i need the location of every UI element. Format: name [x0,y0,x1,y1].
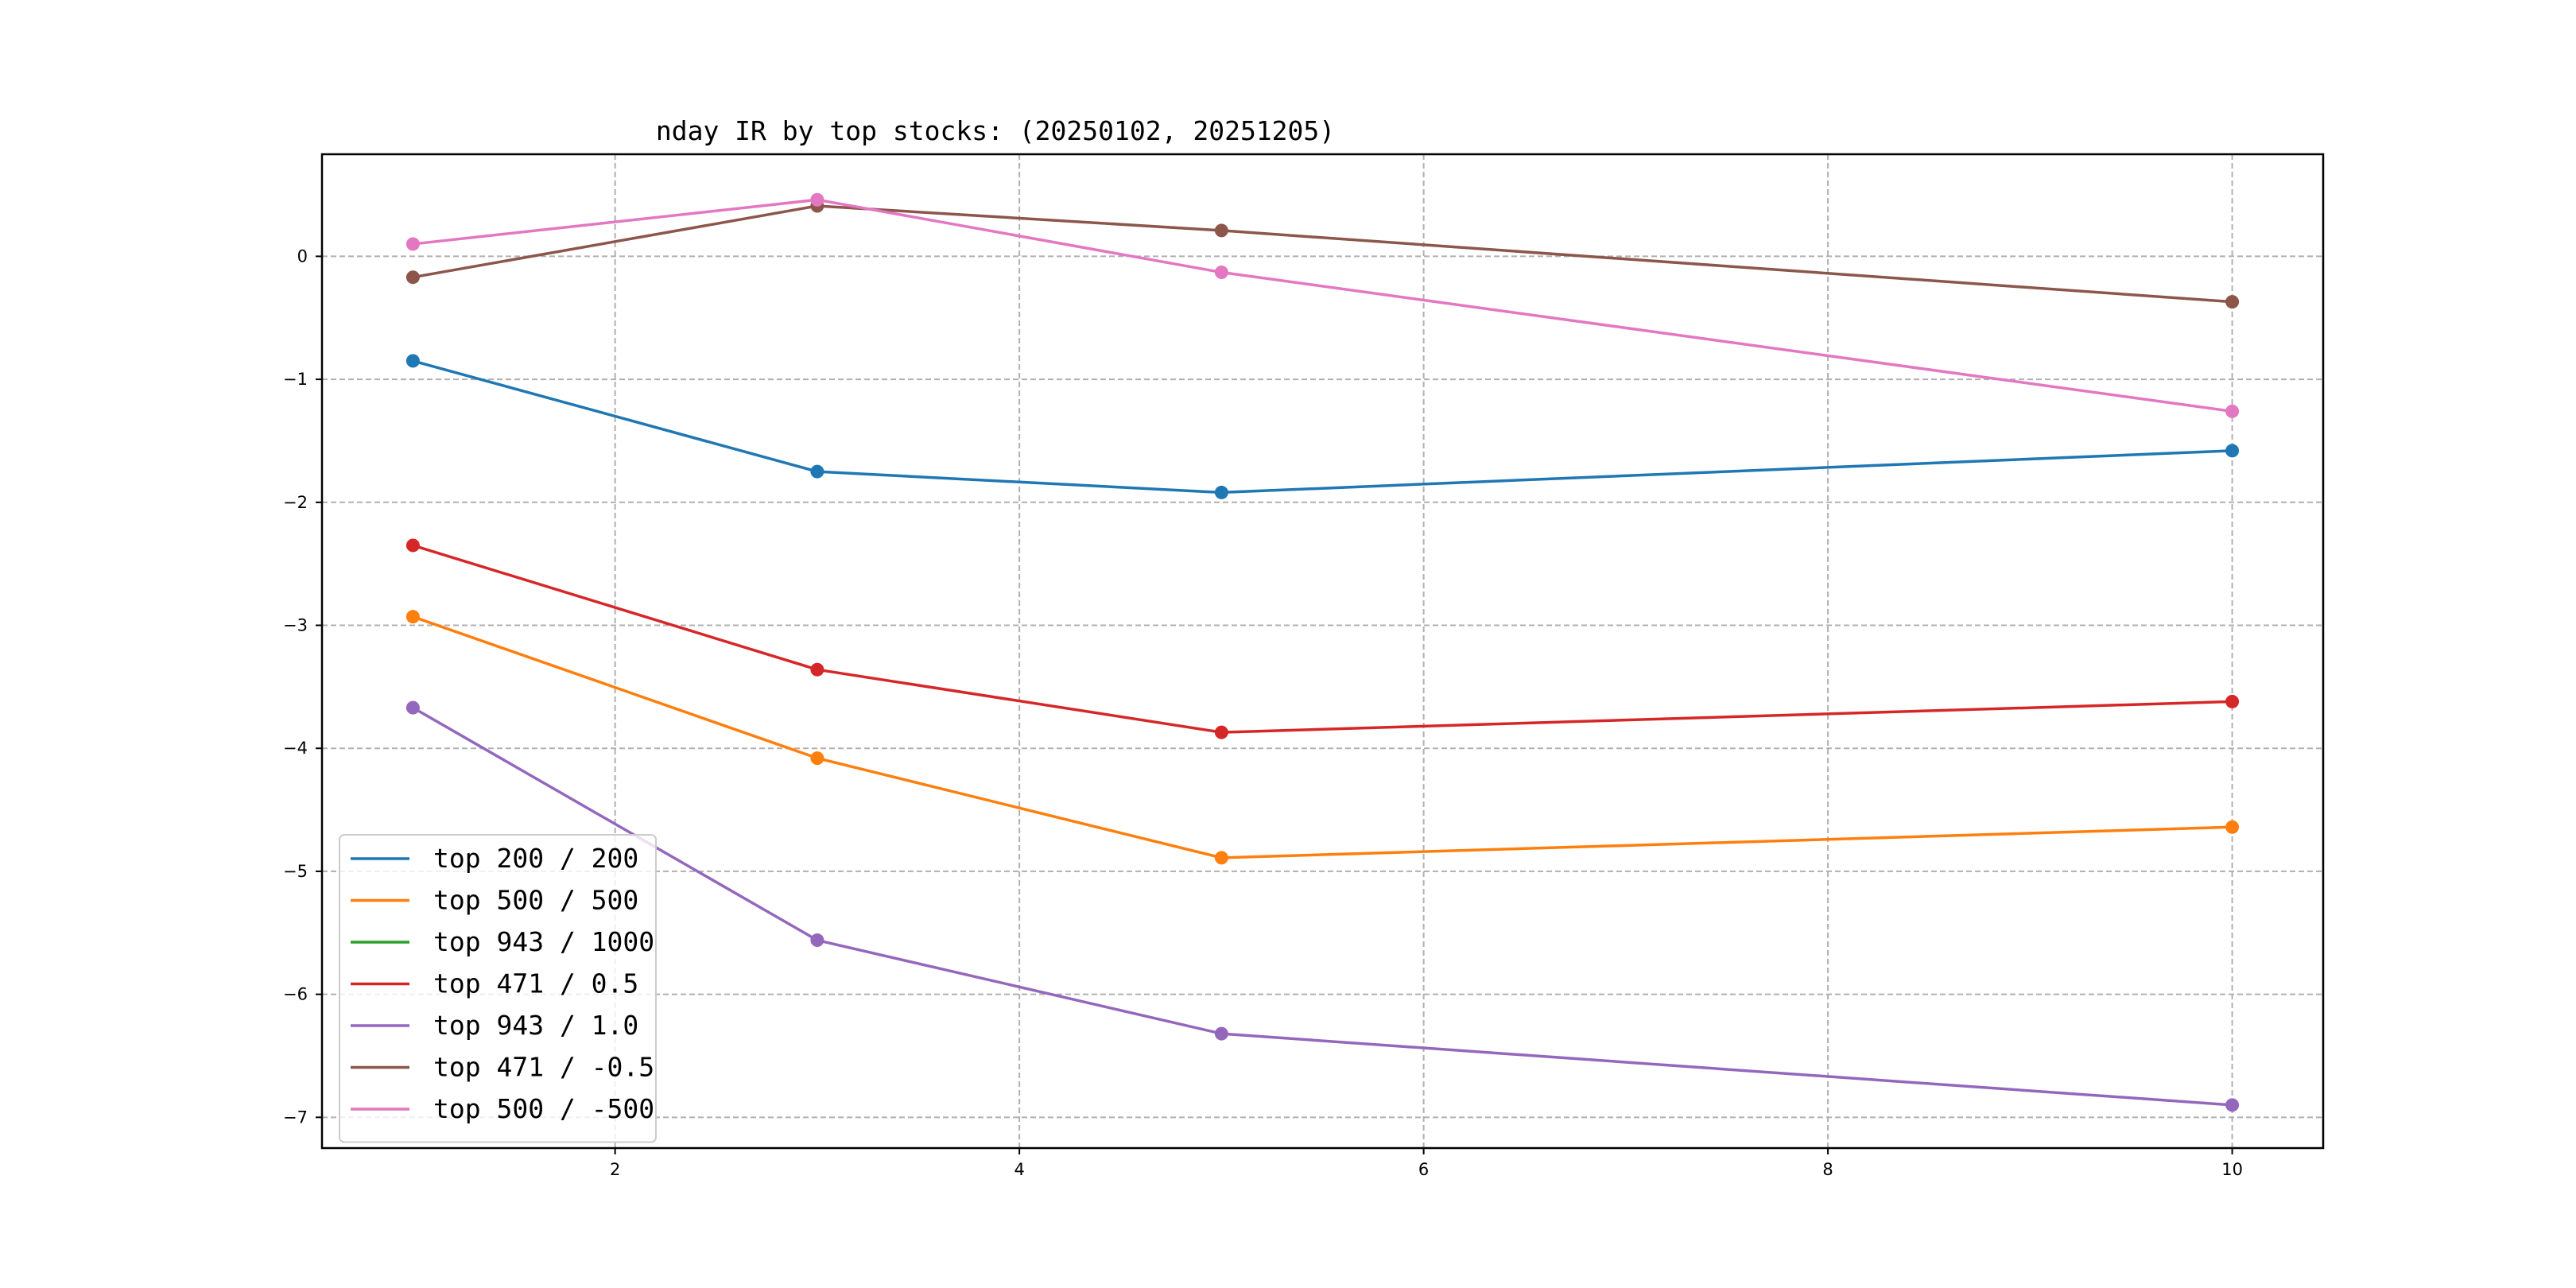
data-point [1214,266,1228,280]
data-point [1214,851,1228,865]
data-point [1214,1026,1228,1041]
x-tick-label: 8 [1822,1160,1833,1179]
data-point [810,662,824,677]
plot-frame [320,153,2325,1150]
data-point [405,538,420,553]
legend-item: top 500 / 500 [351,885,638,916]
legend-label: top 943 / 1.0 [433,1010,638,1041]
data-point [2225,694,2240,708]
series-2 [405,610,2240,865]
y-tick-label: −2 [283,493,308,512]
y-tick-label: −6 [283,985,308,1004]
legend-label: top 200 / 200 [433,843,638,874]
data-point [405,700,420,715]
x-tick-label: 6 [1418,1160,1429,1179]
legend-label: top 500 / 500 [433,885,638,916]
legend: top 200 / 200 top 500 / 500 top 943 / 1000… [339,834,657,1143]
y-tick-label: −1 [283,370,308,389]
series-4 [405,538,2240,739]
x-tick-label: 4 [1014,1160,1024,1179]
y-tick-label: −5 [283,862,308,881]
data-point [2225,404,2240,418]
legend-item: top 943 / 1.0 [351,1010,638,1041]
data-point [405,270,420,285]
legend-label: top 943 / 1000 [433,926,654,957]
legend-item: top 471 / 0.5 [351,968,638,999]
data-point [810,464,824,479]
legend-label: top 471 / 0.5 [433,968,638,999]
series-group [405,192,2240,1112]
data-point [1214,223,1228,238]
data-point [405,237,420,251]
legend-item: top 200 / 200 [351,843,638,874]
data-point [2225,1098,2240,1112]
legend-item: top 500 / -500 [351,1093,654,1124]
legend-box [339,834,657,1143]
y-tick-label: −4 [283,739,308,758]
data-point [2225,444,2240,458]
data-point [2225,820,2240,834]
y-tick-label: −3 [283,616,308,635]
data-point [810,192,824,207]
series-line [412,359,2233,495]
y-axis: 0 −1 −2 −3 −4 −5 −6 −7 [283,246,322,1127]
series-line [413,204,2233,304]
data-point [810,751,824,766]
legend-label: top 471 / -0.5 [433,1052,654,1083]
data-point [810,933,824,948]
legend-label: top 500 / -500 [433,1093,654,1124]
series-line [413,198,2233,413]
legend-item: top 471 / -0.5 [351,1052,654,1083]
x-tick-label: 10 [2221,1160,2243,1179]
data-point [405,354,420,368]
series-line [412,544,2233,734]
legend-item: top 943 / 1000 [351,926,654,957]
series-line [412,615,2233,859]
plot-area: 2 4 6 8 10 0 −1 −2 −3 −4 −5 −6 −7 [283,153,2325,1179]
data-point [2225,295,2240,309]
series-5 [405,700,2240,1112]
y-tick-label: −7 [283,1108,308,1127]
data-point [1214,485,1228,499]
data-point [1214,725,1228,739]
data-point [405,610,420,624]
chart-title: nday IR by top stocks: (20250102, 202512… [656,115,1335,146]
series-line [412,706,2233,1107]
x-axis: 2 4 6 8 10 [610,1148,2243,1179]
y-tick-label: 0 [297,246,308,266]
series-1 [405,354,2240,499]
x-tick-label: 2 [610,1160,620,1179]
series-7 [405,192,2240,418]
